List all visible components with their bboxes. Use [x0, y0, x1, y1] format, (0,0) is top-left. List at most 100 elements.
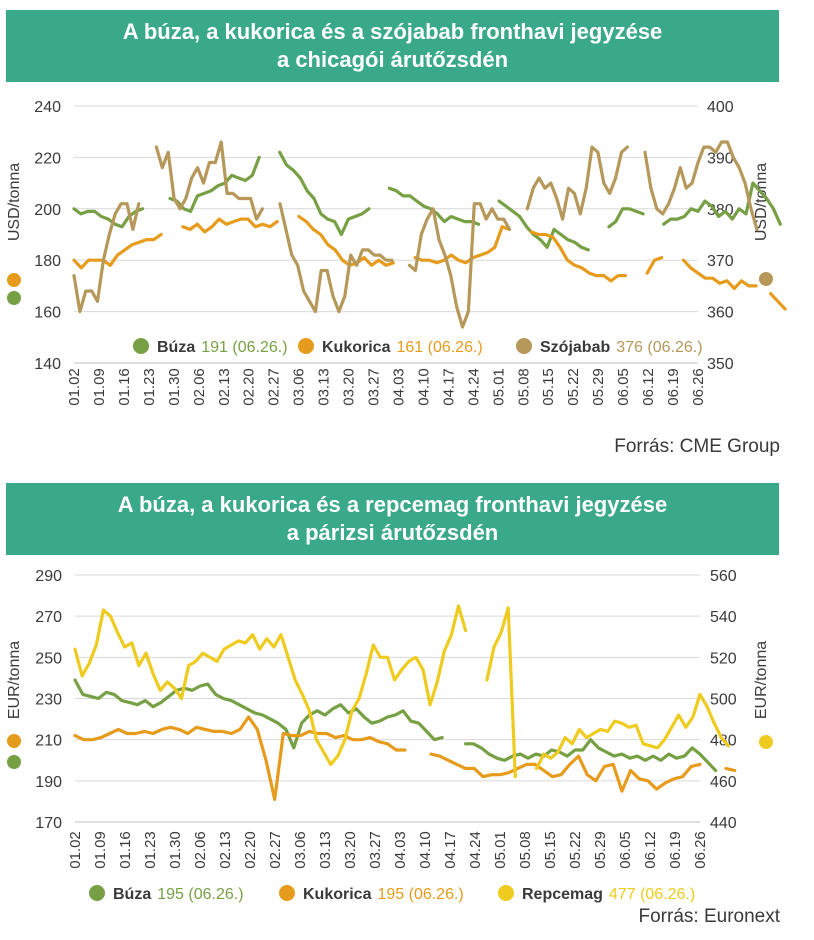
- legend-marker: [498, 885, 514, 901]
- series-segment: [154, 140, 264, 221]
- series-segment: [181, 217, 279, 234]
- y-tick-label-left: 230: [35, 692, 62, 709]
- legend-background: [510, 333, 682, 359]
- x-tick-label: 03.20: [341, 368, 358, 406]
- x-tick-label: 01.30: [166, 368, 183, 406]
- left-axis-marker-dot: [7, 273, 21, 287]
- x-tick-label: 04.17: [440, 368, 457, 406]
- y-axis-title-left: USD/tonna: [6, 163, 23, 241]
- x-tick-label: 01.16: [116, 368, 133, 406]
- x-tick-label: 02.27: [266, 368, 283, 406]
- x-tick-label: 01.23: [142, 831, 159, 869]
- series-line-repcemag: [73, 604, 730, 779]
- series-segment: [72, 202, 141, 314]
- legend-entry: Búza 195 (06.26.): [113, 886, 244, 903]
- series-segment: [73, 678, 444, 750]
- x-tick-label: 05.08: [515, 368, 532, 406]
- y-tick-label-left: 180: [34, 253, 61, 270]
- x-tick-label: 06.05: [617, 831, 634, 869]
- legend-entry: Kukorica 161 (06.26.): [322, 339, 483, 356]
- legend-series-name: Repcemag: [522, 886, 603, 903]
- chart1-title-line1: A búza, a kukorica és a szójabab frontha…: [122, 19, 663, 44]
- y-tick-label-left: 290: [35, 568, 62, 585]
- x-tick-label: 05.22: [567, 831, 584, 869]
- series-segment: [529, 230, 627, 283]
- legend-series-name: Búza: [157, 339, 195, 356]
- chart2-plot: 1701902102302502702904404604805005205405…: [6, 568, 773, 903]
- x-tick-label: 05.15: [540, 368, 557, 406]
- x-tick-label: 05.01: [492, 831, 509, 869]
- series-segment: [607, 207, 645, 229]
- x-tick-label: 04.03: [390, 368, 407, 406]
- series-line-búza: [72, 150, 782, 252]
- x-tick-label: 03.06: [292, 831, 309, 869]
- x-tick-label: 02.20: [241, 368, 258, 406]
- x-tick-label: 06.19: [665, 368, 682, 406]
- series-segment: [168, 155, 261, 213]
- y-tick-label-left: 240: [34, 99, 61, 116]
- x-tick-label: 05.29: [592, 831, 609, 869]
- y-tick-label-left: 270: [35, 609, 62, 626]
- y-tick-label-left: 190: [35, 774, 62, 791]
- x-tick-label: 02.20: [242, 831, 259, 869]
- y-tick-label-right: 400: [707, 99, 734, 116]
- legend-marker: [89, 885, 105, 901]
- x-tick-label: 04.24: [467, 831, 484, 869]
- x-tick-label: 04.10: [417, 831, 434, 869]
- legend-series-name: Kukorica: [303, 886, 372, 903]
- series-line-kukorica: [72, 214, 787, 311]
- x-tick-label: 06.05: [615, 368, 632, 406]
- x-tick-label: 01.23: [141, 368, 158, 406]
- series-segment: [73, 715, 407, 801]
- y-tick-label-right: 460: [710, 774, 737, 791]
- x-tick-label: 01.16: [117, 831, 134, 869]
- x-tick-label: 06.12: [642, 831, 659, 869]
- y-axis-title-left: EUR/tonna: [6, 641, 23, 719]
- legend-series-value: 161 (06.26.): [396, 339, 482, 356]
- legend-background: [292, 333, 452, 359]
- legend-marker: [133, 338, 149, 354]
- series-segment: [278, 202, 394, 314]
- right-axis-marker-dot: [759, 272, 773, 286]
- chart1-source: Forrás: CME Group: [614, 436, 780, 457]
- legend-marker: [279, 885, 295, 901]
- x-tick-label: 01.02: [66, 368, 83, 406]
- left-axis-marker-dot: [7, 734, 21, 748]
- y-tick-label-left: 220: [34, 150, 61, 167]
- y-tick-label-left: 170: [35, 815, 62, 832]
- x-tick-label: 03.06: [291, 368, 308, 406]
- legend-series-value: 195 (06.26.): [377, 886, 463, 903]
- series-segment: [643, 140, 759, 231]
- x-tick-label: 03.27: [366, 368, 383, 406]
- series-line-kukorica: [73, 715, 737, 801]
- series-segment: [497, 199, 590, 252]
- left-axis-marker-dot: [7, 755, 21, 769]
- x-tick-label: 04.03: [392, 831, 409, 869]
- series-segment: [681, 258, 787, 311]
- x-tick-label: 01.09: [91, 368, 108, 406]
- x-tick-label: 05.01: [490, 368, 507, 406]
- x-tick-label: 04.10: [415, 368, 432, 406]
- x-tick-label: 05.15: [542, 831, 559, 869]
- y-tick-label-left: 250: [35, 650, 62, 667]
- series-segment: [73, 604, 468, 766]
- legend-entry: Búza 191 (06.26.): [157, 339, 288, 356]
- x-tick-label: 04.17: [442, 831, 459, 869]
- y-tick-label-right: 350: [707, 356, 734, 373]
- legend-entry: Kukorica 195 (06.26.): [303, 886, 464, 903]
- chart1-plot: 14016018020022024035036037038039040001.0…: [6, 99, 787, 406]
- series-segment: [413, 225, 511, 265]
- x-tick-label: 04.24: [465, 368, 482, 406]
- y-tick-label-right: 370: [707, 253, 734, 270]
- x-tick-label: 06.19: [667, 831, 684, 869]
- x-tick-label: 02.06: [191, 368, 208, 406]
- series-line-szójabab: [72, 140, 759, 329]
- x-tick-label: 06.26: [690, 368, 707, 406]
- legend-marker: [516, 338, 532, 354]
- series-segment: [535, 692, 730, 771]
- legend-series-value: 376 (06.26.): [616, 339, 702, 356]
- series-segment: [278, 150, 371, 237]
- y-axis-title-right: EUR/tonna: [753, 641, 770, 719]
- x-tick-label: 02.13: [216, 368, 233, 406]
- y-tick-label-right: 500: [710, 692, 737, 709]
